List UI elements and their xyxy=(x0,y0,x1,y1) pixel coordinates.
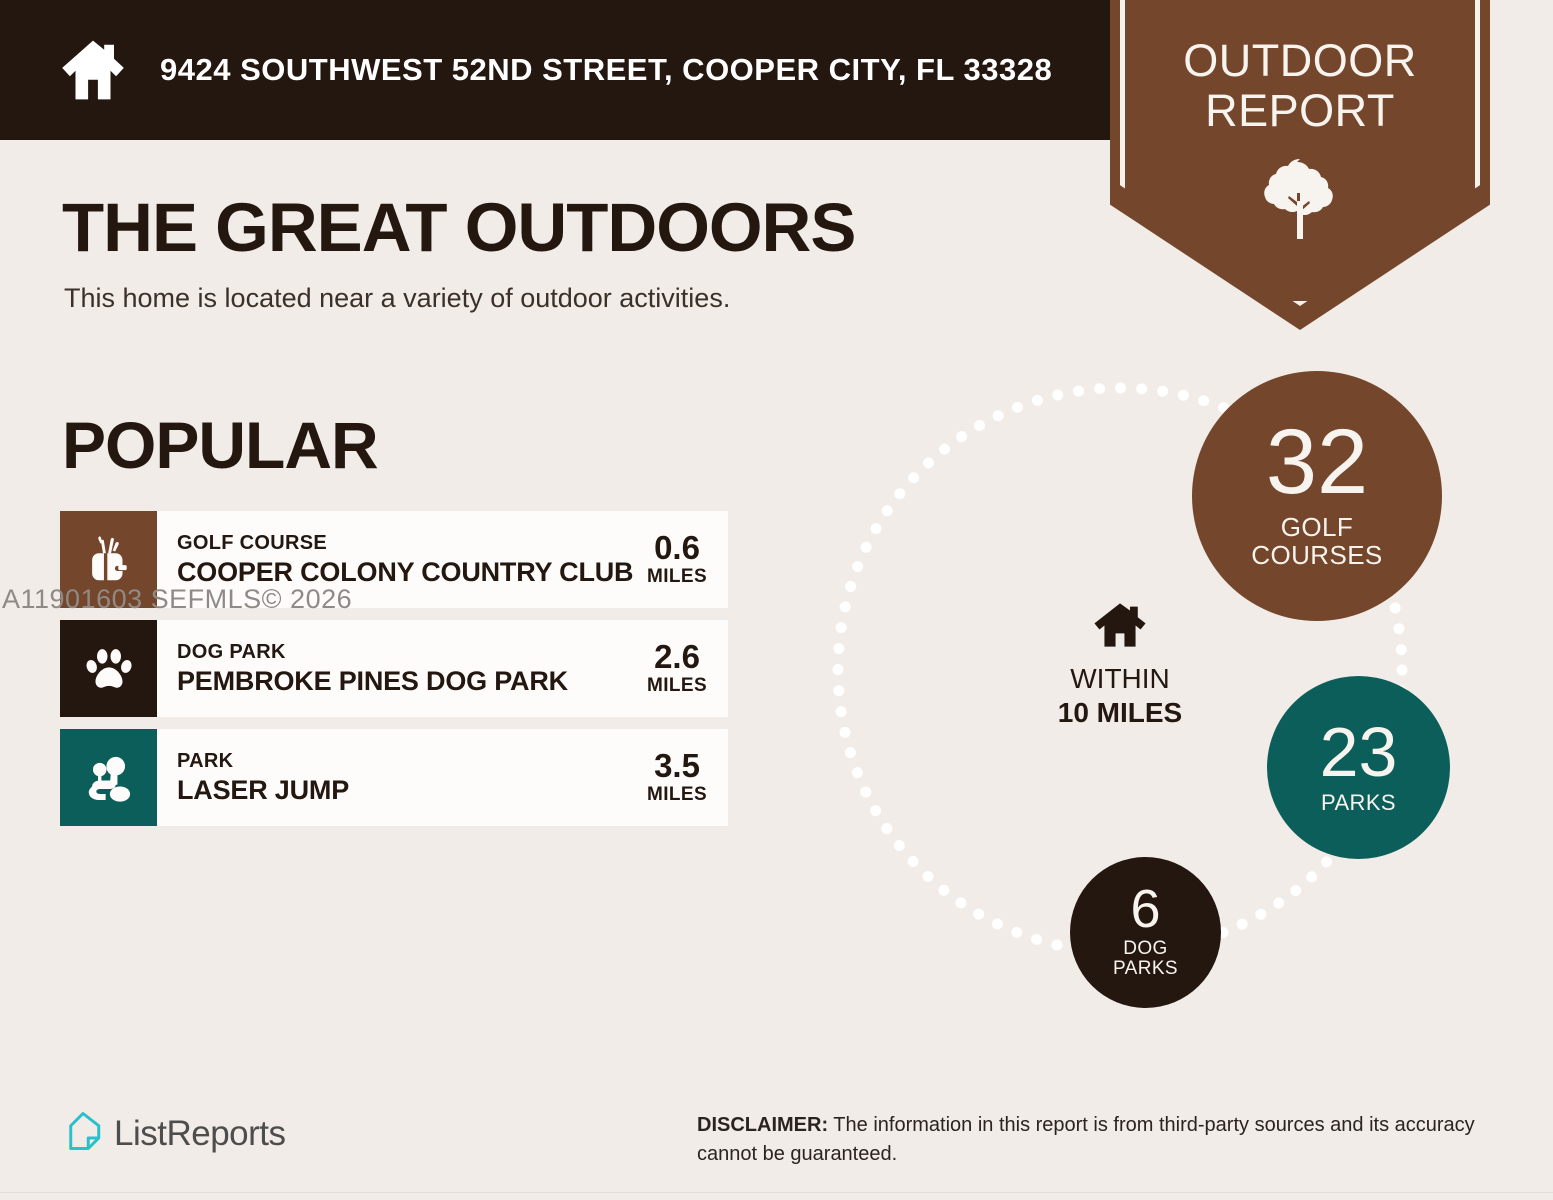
page-subtitle: This home is located near a variety of o… xyxy=(64,283,731,313)
list-item-body: PARK LASER JUMP 3.5 MILES xyxy=(157,729,728,826)
header-bar: 9424 SOUTHWEST 52ND STREET, COOPER CITY,… xyxy=(0,0,1110,140)
list-item-distance: 3.5 MILES xyxy=(640,749,714,806)
stat-label: GOLF COURSES xyxy=(1251,514,1382,569)
badge-inner-border xyxy=(1120,0,1480,306)
list-item-name: LASER JUMP xyxy=(177,774,350,805)
stat-circle-parks: 23 PARKS xyxy=(1267,676,1450,859)
listreports-logo-text: ListReports xyxy=(114,1113,286,1153)
stat-value: 32 xyxy=(1265,411,1369,513)
stat-label-line1: GOLF xyxy=(1280,512,1354,543)
distance-value: 0.6 xyxy=(654,529,700,567)
badge-title-line1: OUTDOOR xyxy=(1183,35,1417,86)
list-item[interactable]: PARK LASER JUMP 3.5 MILES xyxy=(60,729,728,826)
page-title: THE GREAT OUTDOORS xyxy=(62,189,856,266)
distance-unit: MILES xyxy=(646,565,708,587)
list-item-body: GOLF COURSE COOPER COLONY COUNTRY CLUB 0… xyxy=(157,511,728,608)
stat-label: PARKS xyxy=(1321,791,1396,814)
disclaimer-text: The information in this report is from t… xyxy=(697,1114,1475,1165)
stat-label: DOG PARKS xyxy=(1113,939,1178,979)
badge-title: OUTDOOR REPORT xyxy=(1110,36,1490,136)
tree-icon xyxy=(1262,155,1338,243)
list-item-category: PARK xyxy=(177,749,234,772)
distance-value: 3.5 xyxy=(654,747,700,785)
list-item[interactable]: DOG PARK PEMBROKE PINES DOG PARK 2.6 MIL… xyxy=(60,620,728,717)
footer-divider xyxy=(0,1192,1553,1193)
stat-label-line2: PARKS xyxy=(1112,958,1178,980)
list-item-body: DOG PARK PEMBROKE PINES DOG PARK 2.6 MIL… xyxy=(157,620,728,717)
stat-label-line2: COURSES xyxy=(1251,539,1383,570)
distance-unit: MILES xyxy=(646,783,708,805)
within-radius-block: WITHIN 10 MILES xyxy=(1030,600,1210,730)
within-line2: 10 MILES xyxy=(1057,697,1183,728)
stat-label-line1: PARKS xyxy=(1321,790,1396,816)
list-item-texts: PARK LASER JUMP xyxy=(177,749,349,806)
mls-watermark: A11901603 SEFMLS© 2026 xyxy=(2,584,353,614)
paw-print-icon xyxy=(60,620,157,717)
stat-value: 23 xyxy=(1319,712,1398,791)
golf-bag-icon xyxy=(60,511,157,608)
list-item-category: GOLF COURSE xyxy=(177,531,327,554)
property-address: 9424 SOUTHWEST 52ND STREET, COOPER CITY,… xyxy=(160,52,1053,87)
disclaimer-label: DISCLAIMER: xyxy=(697,1114,829,1136)
park-trees-icon xyxy=(60,729,157,826)
list-item[interactable]: GOLF COURSE COOPER COLONY COUNTRY CLUB 0… xyxy=(60,511,728,608)
stat-circle-golf-courses: 32 GOLF COURSES xyxy=(1192,371,1442,621)
distance-unit: MILES xyxy=(646,674,708,696)
listreports-logo-icon xyxy=(62,1110,104,1157)
outdoor-report-badge: OUTDOOR REPORT xyxy=(1110,0,1490,330)
list-item-texts: DOG PARK PEMBROKE PINES DOG PARK xyxy=(177,640,568,697)
stat-circle-dog-parks: 6 DOG PARKS xyxy=(1070,857,1221,1008)
within-line1: WITHIN xyxy=(1070,663,1170,694)
home-icon xyxy=(58,35,128,105)
home-icon xyxy=(1091,603,1149,654)
list-item-name: COOPER COLONY COUNTRY CLUB xyxy=(177,556,634,587)
list-item-distance: 2.6 MILES xyxy=(640,640,714,697)
badge-title-line2: REPORT xyxy=(1205,85,1395,136)
section-heading-popular: POPULAR xyxy=(62,408,379,482)
list-item-category: DOG PARK xyxy=(177,640,286,663)
list-item-name: PEMBROKE PINES DOG PARK xyxy=(177,665,568,696)
popular-list: GOLF COURSE COOPER COLONY COUNTRY CLUB 0… xyxy=(60,511,728,838)
stat-value: 6 xyxy=(1130,878,1161,939)
disclaimer: DISCLAIMER: The information in this repo… xyxy=(697,1111,1497,1169)
distance-value: 2.6 xyxy=(654,638,700,676)
list-item-distance: 0.6 MILES xyxy=(640,531,714,588)
stat-label-line1: DOG xyxy=(1123,938,1168,960)
list-item-texts: GOLF COURSE COOPER COLONY COUNTRY CLUB xyxy=(177,531,634,588)
listreports-logo[interactable]: ListReports xyxy=(62,1110,286,1157)
